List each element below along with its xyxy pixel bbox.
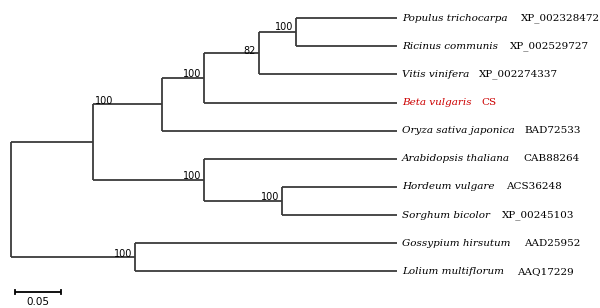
Text: 100: 100 [182,69,201,79]
Text: Populus trichocarpa: Populus trichocarpa [402,14,511,23]
Text: 82: 82 [244,46,256,56]
Text: 100: 100 [261,192,279,202]
Text: BAD72533: BAD72533 [525,126,581,135]
Text: Vitis vinifera: Vitis vinifera [402,70,473,79]
Text: AAD25952: AAD25952 [524,239,580,248]
Text: Gossypium hirsutum: Gossypium hirsutum [402,239,514,248]
Text: AAQ17229: AAQ17229 [517,267,574,276]
Text: Sorghum bicolor: Sorghum bicolor [402,211,494,220]
Text: CAB88264: CAB88264 [523,154,580,163]
Text: XP_002274337: XP_002274337 [479,70,558,79]
Text: Oryza sativa japonica: Oryza sativa japonica [402,126,515,135]
Text: Beta vulgaris: Beta vulgaris [402,98,475,107]
Text: 100: 100 [113,249,132,259]
Text: Ricinus communis: Ricinus communis [402,42,502,51]
Text: Hordeum vulgare: Hordeum vulgare [402,182,498,192]
Text: Arabidopsis thaliana: Arabidopsis thaliana [402,154,514,163]
Text: 100: 100 [95,96,113,106]
Text: XP_00245103: XP_00245103 [502,210,574,220]
Text: XP_002328472: XP_002328472 [521,14,599,23]
Text: Lolium multiflorum: Lolium multiflorum [402,267,508,276]
Text: 100: 100 [182,171,201,181]
Text: CS: CS [482,98,497,107]
Text: XP_002529727: XP_002529727 [510,42,589,51]
Text: ACS36248: ACS36248 [506,182,562,192]
Text: 100: 100 [274,22,293,32]
Text: 0.05: 0.05 [26,297,50,306]
